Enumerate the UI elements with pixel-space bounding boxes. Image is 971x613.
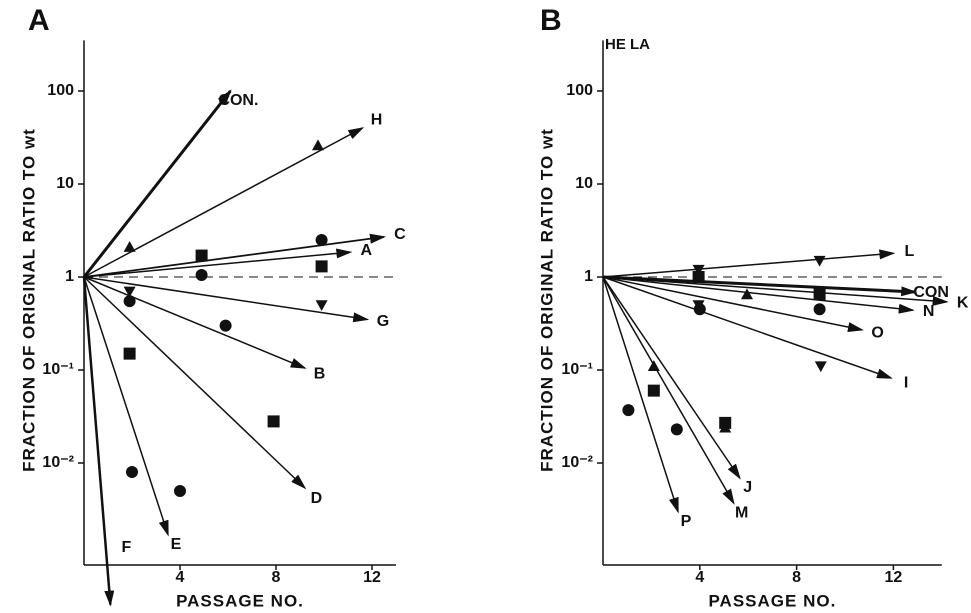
x-tick-label: 8 [792,569,801,586]
point [740,288,753,300]
point [693,303,706,316]
point [719,421,732,433]
point [647,384,660,397]
arrow-label: L [904,243,914,260]
point [692,271,705,283]
arrow [83,248,353,278]
point [219,319,232,332]
arrow [602,276,735,505]
point [126,466,138,479]
arrow [602,276,915,314]
arrow [602,276,949,306]
arrow [83,276,370,323]
x-axis-label: PASSAGE NO. [708,591,836,610]
point [123,347,136,360]
y-tick-label: 10⁻¹ [561,361,593,378]
arrow-label: C [394,226,406,243]
y-tick-label: 10 [575,175,593,192]
arrow-label: CON. [218,92,258,109]
arrow [602,276,864,332]
point [315,260,328,273]
arrow-label: J [743,479,752,496]
point [692,264,705,276]
arrow [83,276,307,369]
point [174,484,186,497]
y-tick-label: 10⁻¹ [42,361,74,378]
point [670,423,683,436]
y-tick-label: 1 [65,268,74,285]
arrow-label: CON [913,284,949,301]
panel-label: B [540,4,562,37]
point [647,360,660,371]
arrow [83,276,307,490]
point [813,303,826,316]
arrow-label: N [923,303,935,320]
arrow-label: G [377,313,389,330]
x-tick-label: 4 [176,569,185,586]
y-tick-label: 1 [584,268,593,285]
x-tick-label: 8 [272,569,281,586]
y-tick-label: 10⁻² [42,454,74,471]
y-tick-label: 10⁻² [561,454,593,471]
y-tick-label: 10 [56,175,74,192]
arrow [83,233,386,278]
point [123,295,136,308]
arrow [602,249,896,278]
arrow-label: M [735,504,748,521]
arrow [602,275,918,297]
x-axis-label: PASSAGE NO. [176,591,304,610]
point [195,269,208,282]
arrow-label: D [311,490,323,507]
arrow-label: H [371,112,383,129]
arrow-label: B [314,365,326,382]
arrow-label: I [904,375,908,392]
point [123,241,136,252]
annotation: HE LA [605,36,650,53]
arrow [602,276,679,514]
arrow [82,276,115,607]
point [315,300,328,311]
y-axis-label: FRACTION OF ORIGINAL RATIO TO wt [537,128,556,472]
x-tick-label: 12 [363,569,381,586]
point [312,139,324,151]
arrow-label: A [361,242,373,259]
point [813,255,826,267]
y-tick-label: 100 [47,82,74,99]
point [195,249,208,262]
point [267,415,280,428]
y-tick-label: 100 [566,82,593,99]
y-axis-label: FRACTION OF ORIGINAL RATIO TO wt [19,128,38,472]
arrow [83,127,365,278]
point [814,361,827,373]
point [622,404,635,417]
arrow-label: K [957,294,969,311]
arrow [83,276,169,537]
point [315,233,328,246]
x-tick-label: 12 [885,569,903,586]
point [813,288,826,301]
arrow-label: F [122,539,132,556]
arrow-label: E [171,536,182,553]
arrow-label: P [681,513,692,530]
arrow-label: O [871,324,883,341]
point [123,286,136,298]
arrow [602,276,741,480]
arrow [82,89,232,278]
panel-label: A [28,4,50,37]
x-tick-label: 4 [695,569,704,586]
arrow [602,276,893,379]
